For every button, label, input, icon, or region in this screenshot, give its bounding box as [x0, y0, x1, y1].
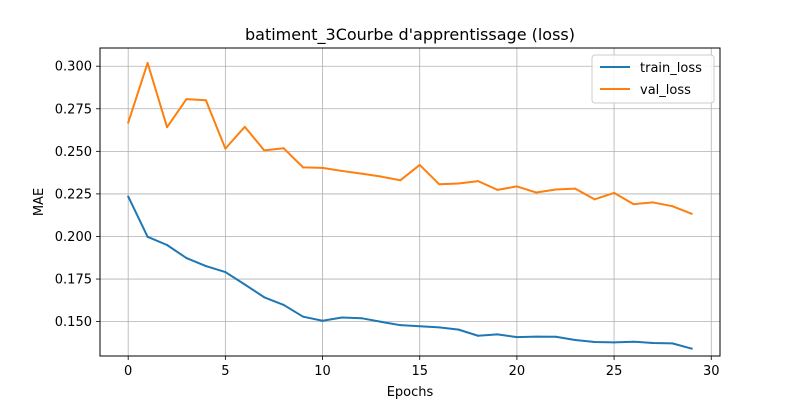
legend: train_loss val_loss	[591, 54, 715, 104]
x-tick-label: 25	[606, 364, 623, 379]
data-point-train-loss	[146, 235, 149, 238]
data-point-val-loss	[613, 191, 616, 194]
data-point-val-loss	[146, 61, 149, 64]
data-point-val-loss	[515, 185, 518, 188]
data-point-val-loss	[263, 149, 266, 152]
data-point-train-loss	[515, 336, 518, 339]
data-point-train-loss	[379, 320, 382, 323]
data-point-train-loss	[360, 317, 363, 320]
data-point-val-loss	[282, 147, 285, 150]
x-tick-label: 15	[411, 364, 428, 379]
data-point-val-loss	[224, 147, 227, 150]
data-point-train-loss	[282, 303, 285, 306]
data-point-train-loss	[593, 341, 596, 344]
data-point-val-loss	[690, 212, 693, 215]
y-tick-label: 0.250	[55, 145, 92, 160]
plot-area-frame	[99, 47, 721, 357]
series-lines	[127, 61, 693, 350]
data-point-train-loss	[613, 341, 616, 344]
legend-label-train-loss: train_loss	[640, 61, 702, 76]
data-point-val-loss	[243, 125, 246, 128]
data-point-train-loss	[496, 333, 499, 336]
data-point-train-loss	[166, 243, 169, 246]
data-point-train-loss	[554, 335, 557, 338]
data-point-val-loss	[438, 183, 441, 186]
x-tick-label: 10	[314, 364, 331, 379]
y-tick-label: 0.200	[55, 230, 92, 245]
data-point-val-loss	[340, 169, 343, 172]
data-point-train-loss	[535, 335, 538, 338]
data-point-val-loss	[651, 201, 654, 204]
y-axis-label: MAE	[32, 188, 47, 216]
data-point-train-loss	[127, 195, 130, 198]
data-point-val-loss	[166, 126, 169, 129]
series-line-train-loss	[127, 196, 693, 350]
data-point-val-loss	[418, 163, 421, 166]
data-point-val-loss	[535, 191, 538, 194]
series-line-val-loss	[127, 61, 693, 215]
data-point-val-loss	[321, 166, 324, 169]
data-point-val-loss	[360, 172, 363, 175]
y-tick-label: 0.225	[55, 187, 92, 202]
x-tick-label: 5	[221, 364, 229, 379]
x-tick-label: 0	[124, 364, 132, 379]
data-point-train-loss	[204, 265, 207, 268]
y-tick-label: 0.300	[55, 60, 92, 75]
data-point-val-loss	[399, 179, 402, 182]
data-point-train-loss	[321, 319, 324, 322]
data-point-train-loss	[224, 271, 227, 274]
legend-label-val-loss: val_loss	[640, 83, 691, 98]
y-tick-label: 0.150	[55, 315, 92, 330]
data-point-train-loss	[263, 296, 266, 299]
data-point-train-loss	[632, 340, 635, 343]
x-tick-label: 20	[509, 364, 526, 379]
data-point-val-loss	[671, 205, 674, 208]
data-point-train-loss	[671, 342, 674, 345]
data-point-train-loss	[574, 338, 577, 341]
data-point-val-loss	[127, 121, 130, 124]
chart-title: batiment_3Courbe d'apprentissage (loss)	[245, 25, 575, 45]
data-point-val-loss	[554, 188, 557, 191]
data-point-val-loss	[204, 99, 207, 102]
axis-ticks: 0 5 10 15 20 25 30 0.150 0.175 0.200 0.225 0.250 0.2…	[55, 60, 720, 379]
data-point-train-loss	[651, 342, 654, 345]
data-point-val-loss	[457, 182, 460, 185]
y-tick-label: 0.275	[55, 102, 92, 117]
data-point-train-loss	[438, 326, 441, 329]
x-tick-label: 30	[703, 364, 720, 379]
data-point-train-loss	[302, 315, 305, 318]
data-point-train-loss	[243, 283, 246, 286]
data-point-val-loss	[632, 203, 635, 206]
data-point-val-loss	[574, 187, 577, 190]
data-point-train-loss	[457, 328, 460, 331]
data-point-val-loss	[379, 175, 382, 178]
data-point-val-loss	[593, 198, 596, 201]
x-axis-label: Epochs	[387, 385, 434, 400]
data-point-train-loss	[418, 325, 421, 328]
data-point-val-loss	[496, 188, 499, 191]
y-tick-label: 0.175	[55, 273, 92, 288]
data-point-train-loss	[477, 334, 480, 337]
data-point-train-loss	[340, 316, 343, 319]
data-point-val-loss	[477, 180, 480, 183]
data-point-train-loss	[690, 347, 693, 350]
data-point-val-loss	[185, 98, 188, 101]
data-point-train-loss	[185, 257, 188, 260]
data-point-train-loss	[399, 324, 402, 327]
data-point-val-loss	[302, 166, 305, 169]
